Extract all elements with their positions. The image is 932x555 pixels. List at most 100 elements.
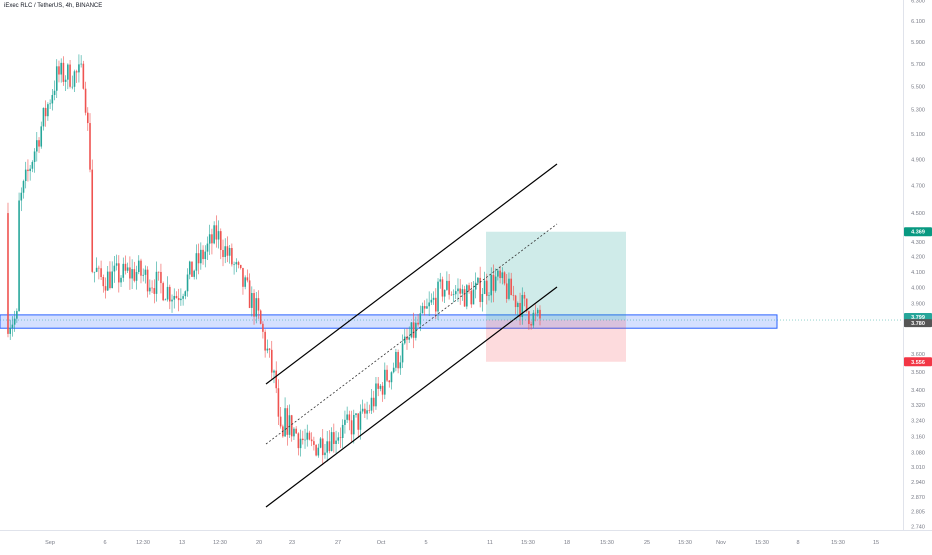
candle-body (346, 414, 348, 419)
candle-body (375, 383, 377, 406)
time-tick-label: 15:30 (831, 540, 845, 546)
candle-body (335, 441, 337, 444)
candle-body (238, 262, 240, 265)
candle-body (56, 66, 58, 90)
candle-body (278, 388, 280, 416)
candle-body (260, 311, 262, 324)
candle-body (331, 432, 333, 451)
candle-body (178, 298, 180, 300)
price-tick-label: 3.400 (911, 388, 925, 394)
candle-body (311, 440, 313, 442)
candle-body (236, 262, 238, 264)
candle-body (300, 439, 302, 448)
candle-body (451, 295, 453, 296)
price-tick-label: 3.600 (911, 352, 925, 358)
candle-body (419, 313, 421, 324)
candle-body (524, 295, 526, 299)
price-tick-label: 3.240 (911, 419, 925, 425)
candle-body (453, 294, 455, 295)
candle-body (253, 293, 255, 317)
candle-body (85, 89, 87, 113)
price-tick-label: 4.900 (911, 157, 925, 163)
time-tick-label: Sep (45, 540, 55, 546)
candle-body (91, 170, 93, 272)
price-tick-label: 2.940 (911, 480, 925, 486)
time-tick-label: Oct (377, 540, 386, 546)
candle-body (490, 275, 492, 295)
candle-body (118, 263, 120, 282)
candle-body (537, 310, 539, 314)
drawings (0, 232, 777, 362)
candle-body (94, 272, 96, 273)
time-tick-label: 13 (179, 540, 185, 546)
candle-body (158, 272, 160, 273)
candle-body (54, 91, 56, 95)
candle-body (60, 63, 62, 75)
candle-body (411, 322, 413, 337)
candle-body (187, 275, 189, 292)
candle-body (264, 332, 266, 351)
candle-body (293, 429, 295, 437)
candle-body (249, 280, 251, 307)
candle-body (129, 267, 131, 278)
candle-body (366, 410, 368, 413)
price-tick-label: 4.000 (911, 285, 925, 291)
candle-body (202, 250, 204, 259)
candles (7, 54, 541, 465)
candle-body (116, 263, 118, 265)
candle-body (402, 343, 404, 362)
candle-body (149, 288, 151, 292)
candle-body (280, 417, 282, 427)
candle-body (515, 296, 517, 307)
time-tick-label: Nov (716, 540, 726, 546)
price-tick-label: 5.300 (911, 108, 925, 114)
candle-body (318, 448, 320, 456)
candle-body (36, 140, 38, 151)
candle-body (107, 272, 109, 291)
price-tick-label: 2.870 (911, 495, 925, 501)
candle-body (169, 287, 171, 301)
candle-body (273, 371, 275, 373)
candle-body (484, 281, 486, 294)
candle-body (220, 231, 222, 250)
candle-body (74, 71, 76, 87)
candle-body (395, 352, 397, 368)
candle-body (329, 441, 331, 451)
candle-body (67, 65, 69, 80)
candle-body (426, 306, 428, 308)
candle-body (23, 181, 25, 193)
price-tick-label: 2.805 (911, 510, 925, 516)
candle-body (413, 322, 415, 337)
candle-body (373, 398, 375, 407)
candle-body (355, 413, 357, 415)
candle-body (224, 246, 226, 257)
price-axis[interactable]: 6.3006.1005.9005.7005.5005.3005.1004.900… (904, 0, 932, 530)
candle-body (495, 277, 497, 291)
candle-body (442, 279, 444, 296)
candle-body (136, 272, 138, 281)
price-tick-label: 4.100 (911, 270, 925, 276)
candle-body (211, 234, 213, 243)
candle-body (222, 250, 224, 257)
candle-body (391, 372, 393, 382)
candle-body (333, 432, 335, 444)
time-tick-label: 5 (424, 540, 427, 546)
price-tick-label: 2.740 (911, 524, 925, 530)
candle-body (27, 170, 29, 171)
candle-body (180, 299, 182, 300)
candle-body (295, 429, 297, 434)
chart-title: iExec RLC / TetherUS, 4h, BINANCE (4, 3, 102, 9)
candle-body (40, 126, 42, 146)
candle-body (320, 438, 322, 447)
candle-body (267, 349, 269, 351)
candle-body (120, 278, 122, 283)
time-tick-label: 18 (564, 540, 570, 546)
candle-body (446, 281, 448, 290)
candle-body (218, 231, 220, 239)
candle-body (455, 291, 457, 294)
candle-body (213, 225, 215, 243)
candle-body (105, 286, 107, 290)
candle-body (342, 425, 344, 438)
